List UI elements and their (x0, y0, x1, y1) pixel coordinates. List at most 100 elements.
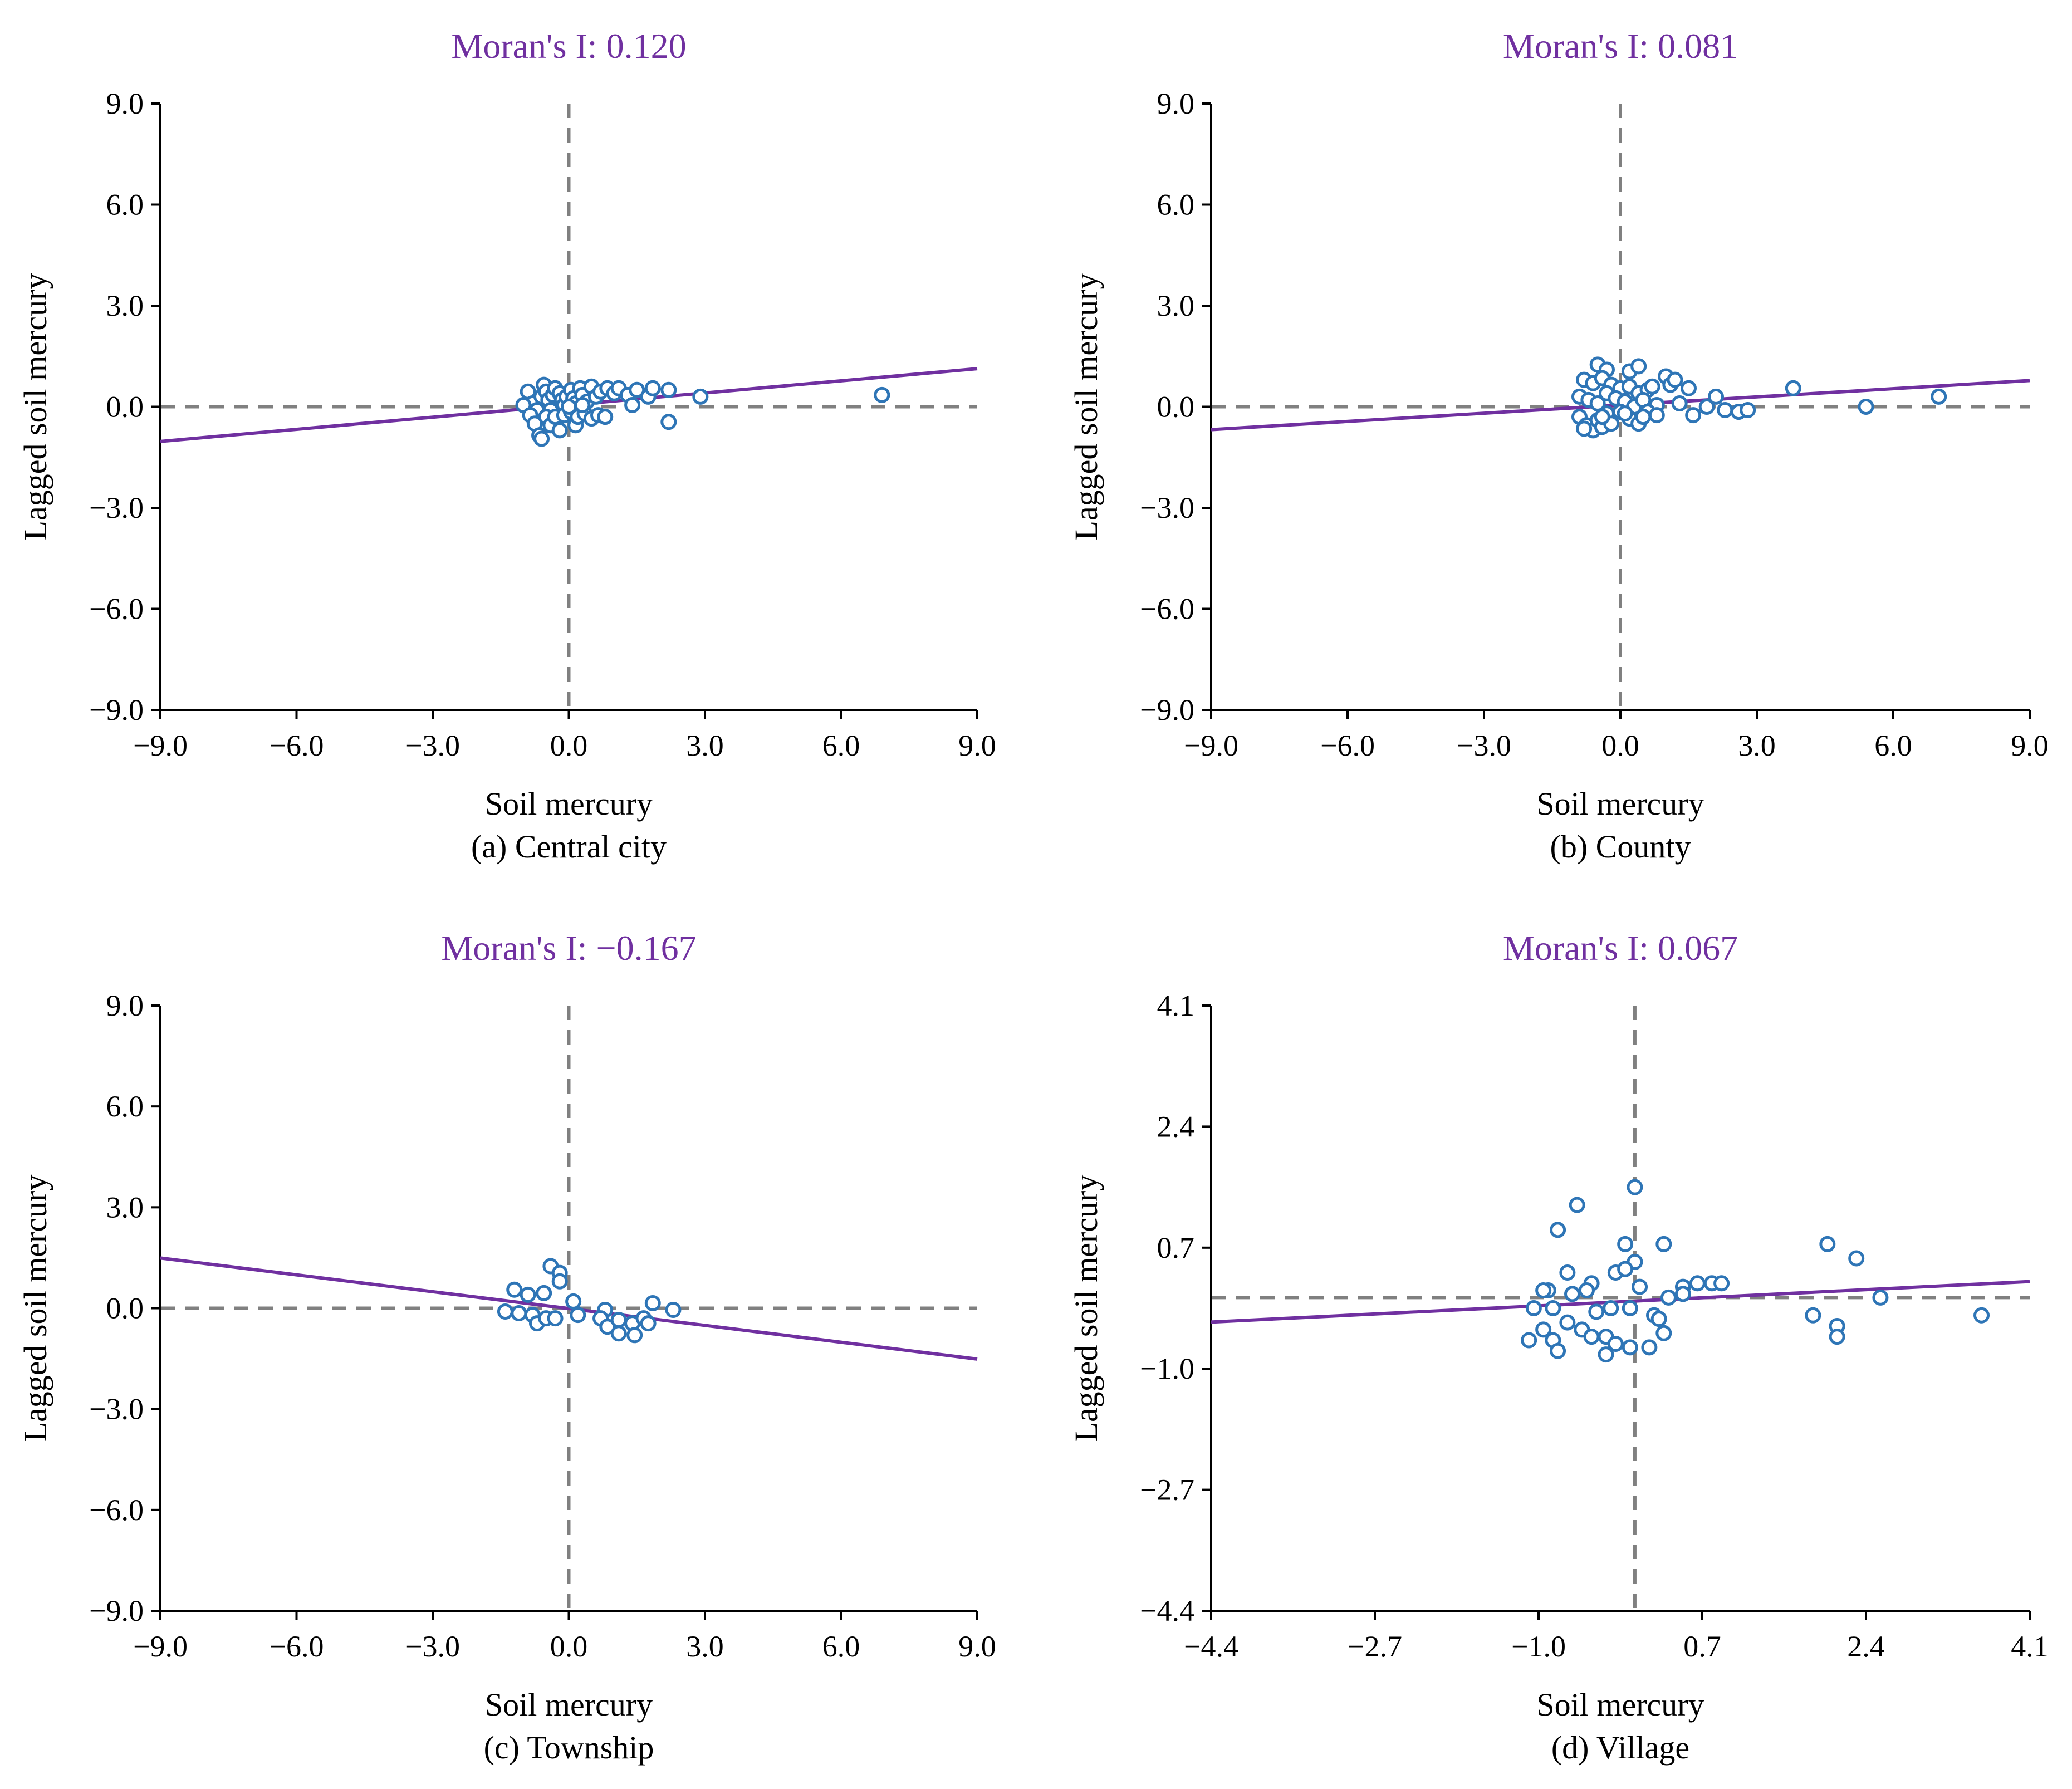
panel-caption: (b) County (1550, 829, 1691, 865)
y-tick-label: −6.0 (89, 592, 144, 626)
data-point (1740, 402, 1756, 419)
x-tick-label: −2.7 (1348, 1630, 1402, 1663)
data-point (574, 396, 591, 413)
data-point (1671, 395, 1688, 411)
data-point (1525, 1300, 1542, 1316)
data-point (644, 1295, 661, 1311)
x-tick-label: 3.0 (686, 1630, 724, 1663)
y-tick-label: −3.0 (1140, 491, 1194, 525)
data-point (1617, 1261, 1634, 1277)
data-point (1858, 399, 1874, 415)
x-tick-label: 9.0 (958, 729, 996, 762)
x-tick-label: −4.4 (1184, 1630, 1238, 1663)
x-tick-label: 3.0 (686, 729, 724, 762)
chart-title: Moran's I: 0.067 (1503, 928, 1738, 968)
data-point (660, 414, 677, 430)
x-tick-label: 4.1 (2011, 1630, 2049, 1663)
data-point (1685, 407, 1702, 424)
data-point (640, 1315, 657, 1332)
data-point (1569, 1197, 1585, 1213)
data-point (1667, 371, 1683, 388)
x-tick-label: 9.0 (2011, 729, 2049, 762)
x-tick-label: −9.0 (133, 729, 188, 762)
chart-panel-4: Moran's I: 0.067 −4.4 −2.7 −1.0 0.7 2.4 4.1 −4.… (1068, 928, 2049, 1766)
data-point (665, 1302, 682, 1319)
data-point (1550, 1342, 1566, 1359)
x-tick-label: −9.0 (133, 1630, 188, 1663)
data-point (570, 1307, 586, 1324)
y-tick-label: −3.0 (89, 1393, 144, 1426)
data-point (1630, 358, 1647, 375)
x-tick-label: 0.0 (550, 729, 588, 762)
y-tick-label: 3.0 (1157, 289, 1195, 322)
data-point (1848, 1250, 1865, 1267)
y-axis-label: Lagged soil mercury (1068, 273, 1104, 541)
y-tick-label: −4.4 (1140, 1594, 1194, 1628)
x-tick-label: 6.0 (822, 729, 860, 762)
data-point (597, 409, 614, 425)
data-point (1617, 1236, 1634, 1252)
y-tick-label: 9.0 (106, 989, 144, 1022)
data-point (520, 1286, 536, 1303)
x-tick-label: 2.4 (1847, 1630, 1885, 1663)
y-tick-label: 4.1 (1157, 989, 1195, 1022)
chart-panel-2: Moran's I: 0.081 −9.0 −6.0 −3.0 0.0 3.0 6.0 9.0… (1068, 26, 2049, 865)
y-axis-label: Lagged soil mercury (17, 273, 53, 541)
data-point (1583, 1329, 1600, 1345)
x-tick-label: −3.0 (405, 729, 460, 762)
data-point (1660, 1289, 1677, 1306)
data-point (1617, 405, 1633, 422)
data-point (1641, 1339, 1658, 1356)
x-tick-label: −3.0 (1457, 729, 1511, 762)
data-point (1650, 1311, 1667, 1327)
data-point (533, 430, 550, 447)
y-tick-label: 6.0 (106, 1090, 144, 1123)
data-point (1655, 1325, 1672, 1341)
data-point (497, 1303, 513, 1320)
data-point (1607, 1335, 1624, 1352)
y-tick-label: 9.0 (1157, 87, 1195, 120)
y-tick-label: 6.0 (106, 188, 144, 222)
data-point (1603, 1300, 1619, 1316)
data-point (1829, 1329, 1845, 1345)
y-tick-label: −6.0 (1140, 592, 1194, 626)
x-tick-label: 0.0 (1601, 729, 1639, 762)
data-point (626, 1327, 643, 1344)
x-tick-label: 6.0 (822, 1630, 860, 1663)
y-tick-label: −2.7 (1140, 1473, 1194, 1507)
regression-line (160, 1256, 978, 1361)
x-tick-label: −3.0 (405, 1630, 460, 1663)
x-tick-label: 0.0 (550, 1630, 588, 1663)
data-point (547, 1310, 564, 1327)
x-axis-label: Soil mercury (485, 786, 653, 822)
y-axis-label: Lagged soil mercury (17, 1175, 53, 1442)
panel-caption: (d) Village (1551, 1729, 1689, 1766)
data-point (599, 1319, 616, 1335)
data-point (629, 381, 645, 398)
y-tick-label: −1.0 (1140, 1352, 1194, 1385)
data-point (624, 396, 641, 413)
y-tick-label: 0.0 (1157, 390, 1195, 424)
data-point (660, 381, 677, 398)
data-point (1698, 399, 1715, 415)
x-tick-label: −6.0 (270, 1630, 324, 1663)
y-tick-label: 0.0 (106, 390, 144, 424)
data-point (1717, 402, 1733, 419)
y-tick-label: 3.0 (106, 289, 144, 322)
x-tick-label: −6.0 (270, 729, 324, 762)
x-tick-label: −6.0 (1320, 729, 1375, 762)
data-point (1535, 1282, 1552, 1299)
y-tick-label: −9.0 (89, 693, 144, 727)
data-point (511, 1305, 527, 1322)
y-tick-label: 9.0 (106, 87, 144, 120)
data-point (610, 1312, 627, 1329)
x-tick-label: −1.0 (1511, 1630, 1566, 1663)
data-point (610, 1325, 627, 1342)
x-tick-label: 9.0 (958, 1630, 996, 1663)
data-point (1564, 1286, 1581, 1302)
data-point (1521, 1332, 1537, 1349)
data-point (1594, 409, 1610, 425)
regression-line (1211, 1280, 2030, 1324)
y-tick-label: −6.0 (89, 1493, 144, 1527)
